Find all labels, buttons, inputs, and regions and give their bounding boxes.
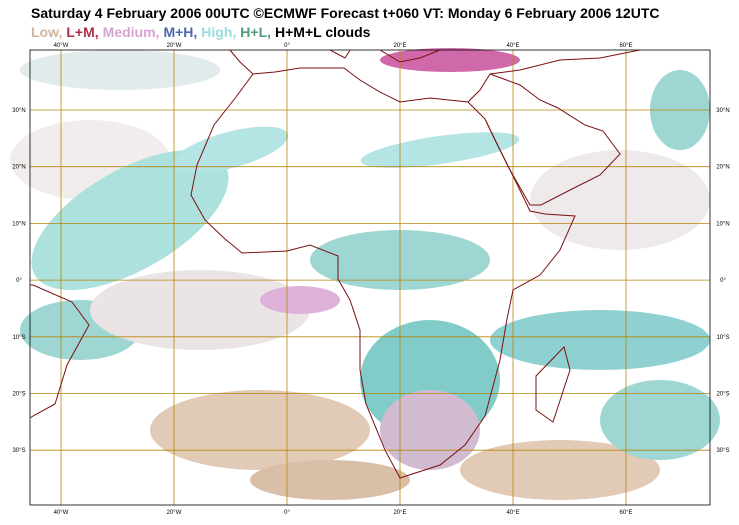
graticule xyxy=(29,49,711,506)
lat-label: 0° xyxy=(16,278,22,284)
clouds xyxy=(10,48,720,505)
map-frame xyxy=(29,49,711,506)
lat-label: 10°N xyxy=(716,221,729,227)
lon-label: 20°W xyxy=(167,43,182,49)
lat-label: 20°N xyxy=(12,165,25,171)
lon-label: 60°E xyxy=(619,510,632,516)
graticule-labels: 40°W 40°W 20°W 20°W 0° 0° 20°E 20°E 40°E 40°E 60°E… xyxy=(12,43,729,516)
lon-label: 40°E xyxy=(506,510,519,516)
lat-label: 10°S xyxy=(12,335,25,341)
lon-label: 40°W xyxy=(54,510,69,516)
legend-item: H+L, xyxy=(240,24,272,40)
legend-item: Low, xyxy=(31,24,63,40)
legend: Low, L+M, Medium, M+H, High, H+L, H+M+L clouds xyxy=(31,24,374,40)
legend-item: M+H, xyxy=(163,24,198,40)
legend-item: High, xyxy=(201,24,237,40)
title: Saturday 4 February 2006 00UTC ©ECMWF Fo… xyxy=(31,5,660,21)
lat-label: 30°N xyxy=(716,108,729,114)
lat-label: 30°S xyxy=(716,448,729,454)
legend-item: Medium, xyxy=(102,24,160,40)
lat-label: 0° xyxy=(720,278,726,284)
lon-label: 40°W xyxy=(54,43,69,49)
lat-label: 10°N xyxy=(12,221,25,227)
lon-label: 20°E xyxy=(393,510,406,516)
legend-item: L+M, xyxy=(66,24,99,40)
lon-label: 20°E xyxy=(393,43,406,49)
lat-label: 20°S xyxy=(12,392,25,398)
lon-label: 20°W xyxy=(167,510,182,516)
lon-label: 0° xyxy=(284,43,290,49)
lat-label: 20°S xyxy=(716,392,729,398)
lat-label: 10°S xyxy=(716,335,729,341)
lon-label: 60°E xyxy=(619,43,632,49)
lat-label: 30°S xyxy=(12,448,25,454)
lon-label: 40°E xyxy=(506,43,519,49)
coastlines xyxy=(29,49,641,479)
lon-label: 0° xyxy=(284,510,290,516)
lat-label: 30°N xyxy=(12,108,25,114)
legend-item: H+M+L clouds xyxy=(275,24,371,40)
lat-label: 20°N xyxy=(716,165,729,171)
